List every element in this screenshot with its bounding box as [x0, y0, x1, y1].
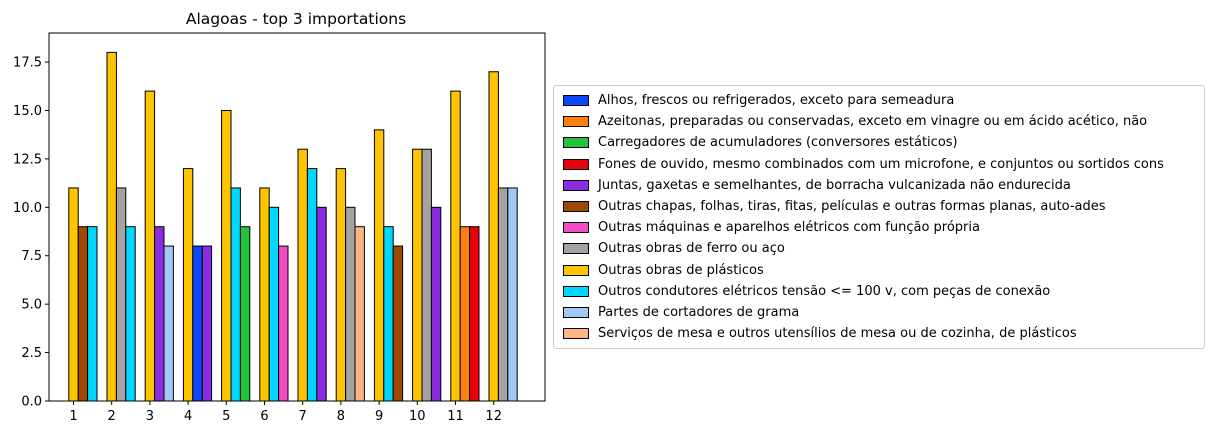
- x-tick-label: 4: [184, 409, 192, 424]
- bar: [412, 148, 423, 402]
- legend-label: Outras obras de plásticos: [598, 262, 764, 278]
- legend-item: Carregadores de acumuladores (conversore…: [554, 132, 1204, 153]
- legend-item: Outras chapas, folhas, tiras, fitas, pel…: [554, 196, 1204, 217]
- bar: [421, 148, 432, 402]
- bar: [469, 226, 480, 402]
- bar: [297, 148, 308, 402]
- bar: [316, 206, 327, 402]
- x-tick-label: 2: [108, 409, 116, 424]
- bar: [335, 168, 347, 402]
- legend-label: Outras chapas, folhas, tiras, fitas, pel…: [598, 199, 1106, 215]
- y-tick-label: 10.0: [13, 201, 42, 216]
- x-tick-label: 8: [337, 409, 345, 424]
- legend-item: Outros condutores elétricos tensão <= 10…: [554, 281, 1204, 302]
- bar: [306, 168, 318, 402]
- legend-swatch: [563, 137, 589, 149]
- legend-swatch: [563, 328, 589, 340]
- x-tick-label: 5: [222, 409, 230, 424]
- x-tick-label: 6: [260, 409, 268, 424]
- legend-swatch: [563, 222, 589, 234]
- x-tick-label: 7: [299, 409, 307, 424]
- x-tick-label: 3: [146, 409, 154, 424]
- x-tick-label: 12: [485, 409, 502, 424]
- bar: [430, 206, 442, 402]
- legend-item: Outras obras de plásticos: [554, 260, 1204, 281]
- x-axis: 1 2 3 4 5 6 7 8 9 10 11 12: [69, 401, 502, 424]
- legend-label: Juntas, gaxetas e semelhantes, de borrac…: [598, 177, 1071, 193]
- y-axis: 0.0 2.5 5.0 7.5 10.0 12.5 15.0 17.5: [13, 56, 49, 410]
- legend-item: Azeitonas, preparadas ou conservadas, ex…: [554, 111, 1204, 132]
- legend-label: Serviços de mesa e outros utensílios de …: [598, 326, 1077, 342]
- bar: [383, 226, 394, 402]
- bar: [488, 71, 499, 402]
- bar: [507, 187, 518, 402]
- bar: [125, 226, 136, 402]
- legend-swatch: [563, 201, 589, 213]
- bar: [201, 245, 213, 402]
- x-tick-label: 1: [69, 409, 77, 424]
- bar: [115, 187, 127, 402]
- legend-swatch: [563, 306, 589, 318]
- bar: [392, 245, 404, 402]
- bar: [239, 226, 251, 402]
- legend-label: Outras máquinas e aparelhos elétricos co…: [598, 220, 980, 236]
- x-tick-label: 10: [409, 409, 426, 424]
- bar: [268, 206, 280, 402]
- bar: [259, 187, 270, 402]
- bar: [221, 109, 232, 402]
- legend-label: Azeitonas, preparadas ou conservadas, ex…: [598, 114, 1148, 130]
- bar: [106, 51, 117, 402]
- legend-label: Outros condutores elétricos tensão <= 10…: [598, 283, 1051, 299]
- y-tick-label: 0.0: [21, 395, 42, 410]
- y-tick-label: 12.5: [13, 152, 42, 167]
- legend-swatch: [563, 264, 589, 276]
- legend-item: Serviços de mesa e outros utensílios de …: [554, 323, 1204, 344]
- bar: [373, 129, 385, 402]
- legend-item: Alhos, frescos ou refrigerados, exceto p…: [554, 90, 1204, 111]
- legend-swatch: [563, 243, 589, 255]
- y-tick-label: 5.0: [21, 298, 42, 313]
- bar: [163, 245, 174, 402]
- bar: [182, 168, 194, 402]
- legend-swatch: [563, 285, 589, 297]
- legend-label: Outras obras de ferro ou aço: [598, 241, 785, 257]
- bar: [230, 187, 241, 402]
- y-tick-label: 15.0: [13, 104, 42, 119]
- bar: [278, 245, 289, 402]
- legend-swatch: [563, 95, 589, 107]
- bar: [459, 226, 471, 402]
- legend-label: Alhos, frescos ou refrigerados, exceto p…: [598, 93, 955, 109]
- bar: [144, 90, 156, 402]
- bars-layer: [68, 51, 518, 402]
- bar: [77, 226, 89, 402]
- legend: Alhos, frescos ou refrigerados, exceto p…: [553, 85, 1205, 350]
- legend-item: Outras obras de ferro ou aço: [554, 238, 1204, 259]
- y-tick-label: 2.5: [21, 346, 42, 361]
- bar: [192, 245, 203, 402]
- legend-label: Carregadores de acumuladores (conversore…: [598, 135, 958, 151]
- legend-swatch: [563, 116, 589, 128]
- bar: [450, 90, 461, 402]
- plot-frame: [48, 32, 546, 402]
- legend-swatch: [563, 179, 589, 191]
- bar: [87, 226, 98, 402]
- legend-item: Fones de ouvido, mesmo combinados com um…: [554, 154, 1204, 175]
- bar: [497, 187, 509, 402]
- bar: [154, 226, 165, 402]
- bar: [68, 187, 79, 402]
- legend-label: Fones de ouvido, mesmo combinados com um…: [598, 156, 1164, 172]
- legend-label: Partes de cortadores de grama: [598, 304, 800, 320]
- x-tick-label: 9: [375, 409, 383, 424]
- legend-swatch: [563, 158, 589, 170]
- legend-item: Partes de cortadores de grama: [554, 302, 1204, 323]
- legend-item: Juntas, gaxetas e semelhantes, de borrac…: [554, 175, 1204, 196]
- x-tick-label: 11: [447, 409, 464, 424]
- bar: [354, 226, 365, 402]
- legend-item: Outras máquinas e aparelhos elétricos co…: [554, 217, 1204, 238]
- bar-chart: Alagoas - top 3 importations 0.0 2.5 5.0 7.…: [13, 10, 546, 424]
- chart-title: Alagoas - top 3 importations: [186, 10, 406, 28]
- y-tick-label: 7.5: [21, 249, 42, 264]
- bar: [345, 206, 356, 402]
- y-tick-label: 17.5: [13, 56, 42, 71]
